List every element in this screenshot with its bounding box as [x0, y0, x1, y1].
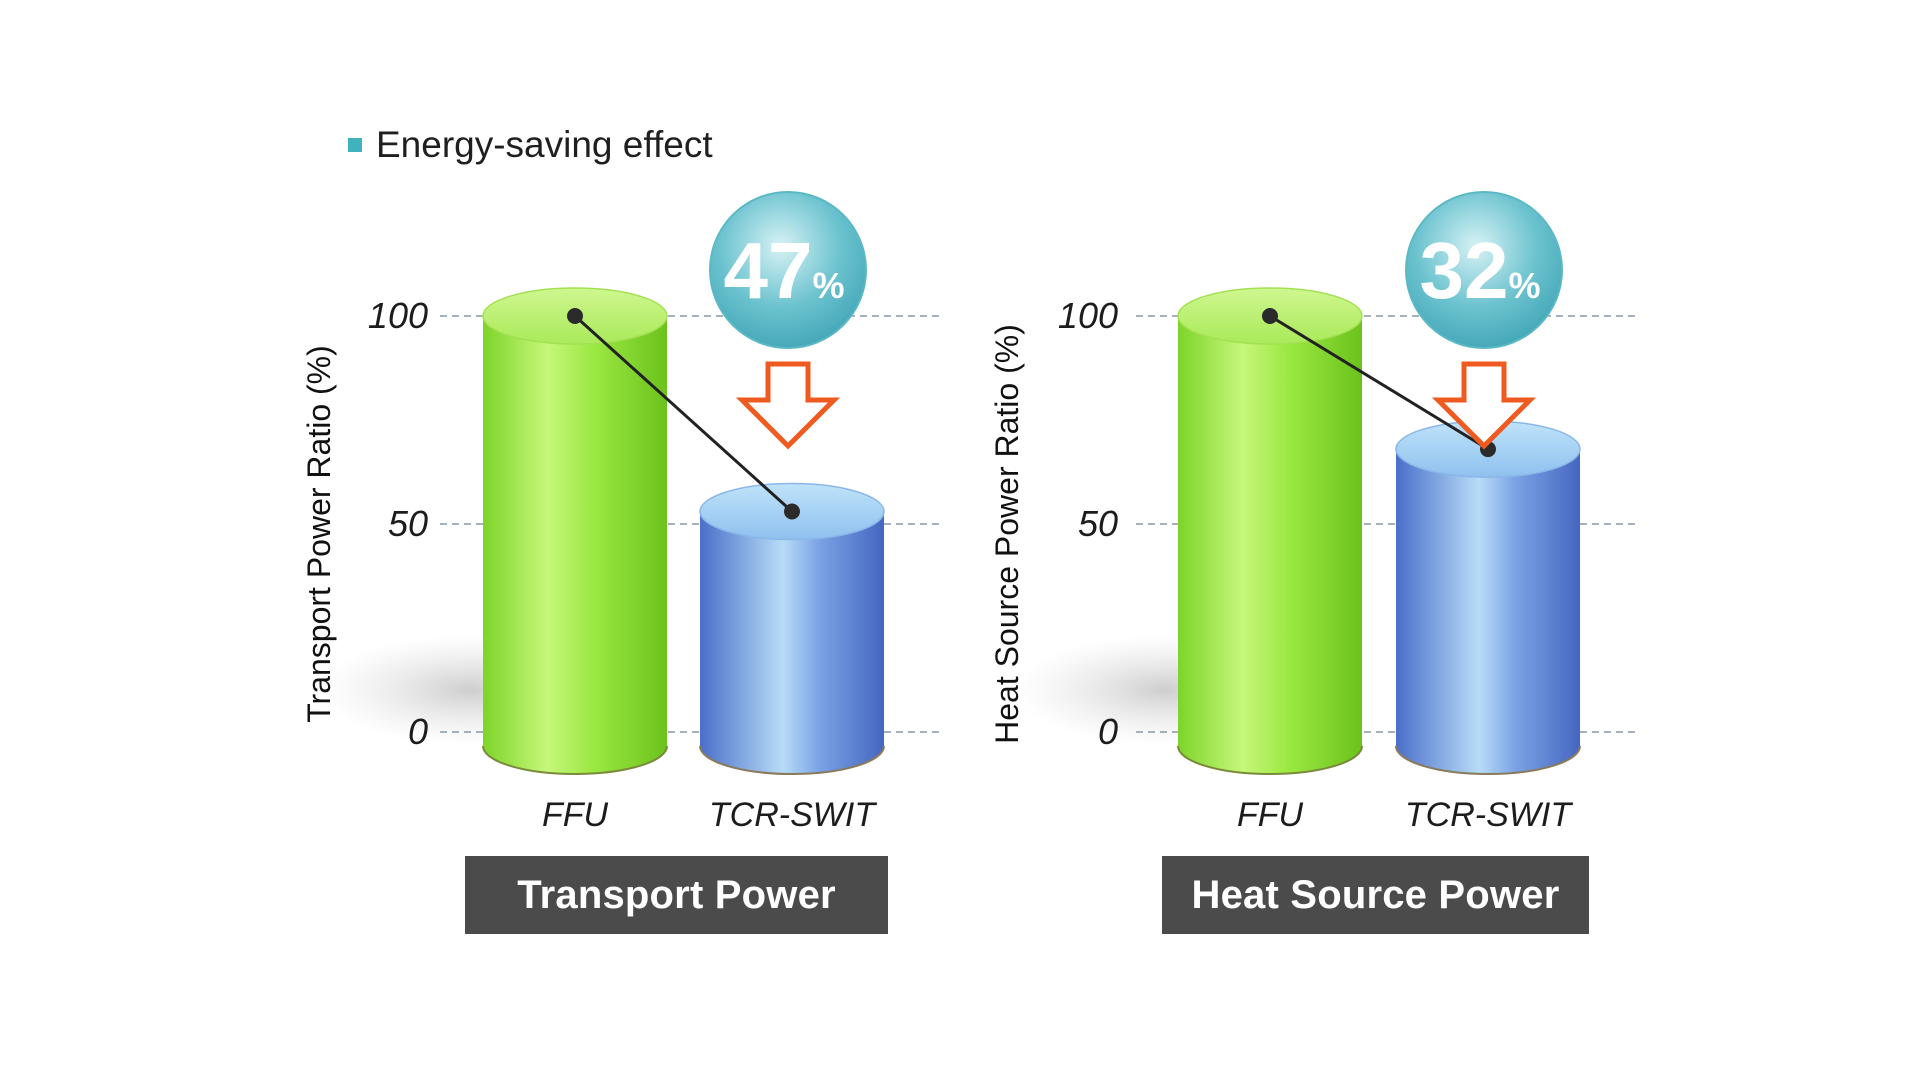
legend-label: Energy-saving effect: [376, 124, 713, 165]
bar-tcr-swit: [699, 482, 885, 775]
bar-base-rim: [482, 745, 668, 775]
legend-swatch: [348, 138, 362, 152]
reduction-bubble: [709, 191, 867, 349]
chart-2: 0 50 100 Heat Source Power Ratio (%) FFU TCR-…: [989, 191, 1636, 834]
bar-base-rim: [1395, 745, 1581, 775]
bar-ffu: [482, 287, 668, 775]
y-tick-label: 0: [408, 711, 428, 752]
reduction-arrow: [1431, 361, 1537, 450]
reduction-number: 32: [1420, 226, 1509, 315]
bar-body: [700, 511, 884, 774]
y-axis-label: Transport Power Ratio (%): [301, 345, 337, 723]
y-tick-label: 0: [1098, 711, 1118, 752]
y-tick-label: 50: [388, 503, 428, 544]
reduction-bubble: [1405, 191, 1563, 349]
reduction-value: 32%: [1420, 226, 1541, 315]
y-tick-label: 100: [368, 295, 428, 336]
bar-base-rim: [1177, 745, 1363, 775]
bar-tcr-swit: [1395, 420, 1581, 775]
bar-body: [1396, 449, 1580, 774]
connector-dot: [784, 503, 800, 520]
reduction-unit: %: [812, 265, 844, 306]
reduction-value: 47%: [724, 226, 845, 315]
connector-dot: [1262, 308, 1278, 324]
x-category-label: TCR-SWIT: [1405, 796, 1573, 834]
y-tick-label: 50: [1078, 503, 1118, 544]
reduction-arrow: [735, 361, 841, 450]
bar-ffu: [1177, 287, 1363, 775]
connector-line: [573, 314, 794, 513]
connector-line: [1269, 314, 1489, 451]
x-category-label: FFU: [1237, 796, 1304, 834]
legend: Energy-saving effect: [348, 124, 713, 166]
reduction-unit: %: [1508, 265, 1540, 306]
bar-body: [1178, 316, 1362, 774]
x-category-label: FFU: [542, 796, 609, 834]
bar-body: [483, 316, 667, 774]
caption-heat-source-power: Heat Source Power: [1162, 856, 1589, 934]
caption-transport-power: Transport Power: [465, 856, 888, 934]
reduction-number: 47: [724, 226, 813, 315]
y-axis-label: Heat Source Power Ratio (%): [989, 324, 1025, 744]
connector-dot: [567, 308, 583, 324]
x-category-label: TCR-SWIT: [709, 796, 877, 834]
y-tick-label: 100: [1058, 295, 1118, 336]
bar-base-rim: [699, 745, 885, 775]
chart-1: 0 50 100 Transport Power Ratio (%) FFU TCR-SW…: [301, 191, 940, 834]
